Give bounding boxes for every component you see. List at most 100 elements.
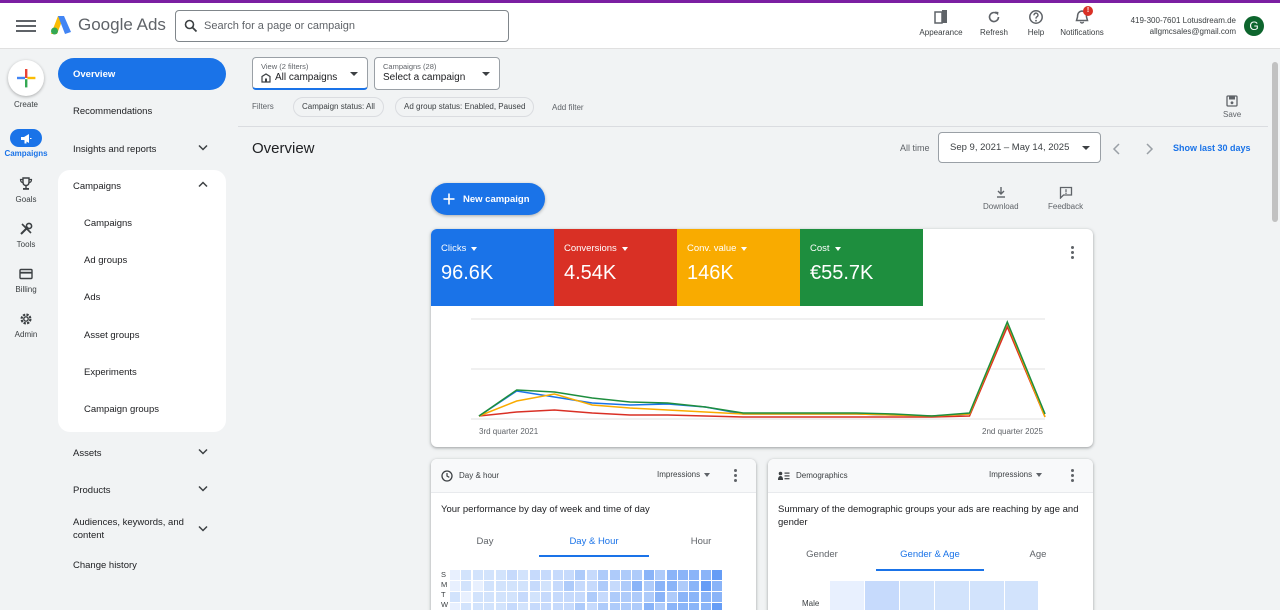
main-menu-button[interactable] (16, 17, 36, 35)
show-last-30-days-link[interactable]: Show last 30 days (1173, 143, 1251, 153)
tab-gender[interactable]: Gender (806, 549, 838, 560)
main-content: View (2 filters) All campaigns Campaigns… (238, 50, 1268, 610)
chart-more-options-button[interactable] (1065, 245, 1079, 261)
day-hour-metric-dropdown[interactable]: Impressions (657, 470, 711, 479)
sidebar-subitem-campaigns[interactable]: Campaigns (84, 218, 133, 229)
metric-cost[interactable]: Cost €55.7K (800, 229, 923, 306)
search-box[interactable] (175, 10, 509, 42)
heatmap-cell (643, 603, 654, 610)
sidebar-subitem-campaign-groups[interactable]: Campaign groups (84, 404, 159, 415)
search-icon (184, 19, 198, 33)
sidebar-subitem-asset-groups[interactable]: Asset groups (84, 330, 140, 341)
heatmap-cell (529, 581, 540, 591)
plus-icon (17, 69, 36, 88)
sidebar-item-products[interactable]: Products (58, 475, 226, 505)
account-customer-id: 419-300-7601 Lotusdream.de (1130, 16, 1236, 25)
tab-day[interactable]: Day (476, 536, 494, 547)
chevron-up-icon (198, 181, 208, 188)
next-period-button[interactable] (1144, 143, 1154, 158)
save-icon (1226, 95, 1238, 107)
dropdown-arrow-icon (621, 246, 628, 251)
rail-admin-label: Admin (14, 330, 38, 339)
building-icon (261, 72, 271, 83)
metric-conversions[interactable]: Conversions 4.54K (554, 229, 677, 306)
heatmap-cell (575, 592, 586, 602)
tab-gender-and-age[interactable]: Gender & Age (900, 549, 960, 560)
heatmap-cell (643, 581, 654, 591)
sidebar-item-audiences[interactable]: Audiences, keywords, and content (58, 512, 226, 546)
sidebar-item-assets[interactable]: Assets (58, 438, 226, 468)
feedback-button[interactable]: Feedback (1048, 186, 1083, 211)
campaign-selector[interactable]: Campaigns (28) Select a campaign (374, 57, 500, 90)
chevron-left-icon (1112, 143, 1120, 155)
heatmap-cell (700, 592, 711, 602)
heatmap-cell (575, 570, 586, 580)
day-hour-more-options-button[interactable] (728, 468, 742, 484)
demographics-metric-dropdown[interactable]: Impressions (989, 470, 1043, 479)
heatmap-cell (484, 603, 495, 610)
rail-goals[interactable]: Goals (0, 175, 52, 204)
appearance-icon (934, 10, 947, 24)
page-scrollbar-thumb[interactable] (1272, 62, 1278, 222)
tab-hour[interactable]: Hour (690, 536, 712, 547)
tab-day-and-hour[interactable]: Day & Hour (569, 536, 619, 547)
add-filter-button[interactable]: Add filter (552, 103, 584, 112)
sidebar-subitem-ads[interactable]: Ads (84, 292, 101, 303)
sidebar-item-overview[interactable]: Overview (58, 58, 226, 90)
search-input[interactable] (204, 20, 494, 32)
rail-billing[interactable]: Billing (0, 265, 52, 294)
active-tab-indicator (539, 555, 649, 557)
heatmap-cell (495, 603, 506, 610)
heatmap-cell (461, 570, 472, 580)
avatar[interactable]: G (1244, 16, 1264, 36)
sidebar-item-change-history[interactable]: Change history (58, 550, 226, 580)
account-email: allgmcsales@gmail.com (1149, 27, 1236, 36)
heatmap-cell (541, 581, 552, 591)
google-ads-logo[interactable]: Google Ads (50, 15, 166, 35)
sidebar-item-recommendations[interactable]: Recommendations (58, 96, 226, 126)
sidebar-nav: Overview Recommendations Insights and re… (52, 50, 232, 610)
top-accent-stripe (0, 0, 1280, 3)
heatmap-cell (495, 570, 506, 580)
tab-age[interactable]: Age (1029, 549, 1047, 560)
download-button[interactable]: Download (983, 186, 1019, 211)
sidebar-subitem-ad-groups[interactable]: Ad groups (84, 255, 128, 266)
metric-conv-value[interactable]: Conv. value 146K (677, 229, 800, 306)
appearance-button[interactable]: Appearance (918, 9, 964, 37)
sidebar-subitem-experiments[interactable]: Experiments (84, 367, 137, 378)
new-campaign-button[interactable]: New campaign (431, 183, 545, 215)
heatmap-cell (461, 581, 472, 591)
create-button[interactable] (8, 60, 44, 96)
metric-value: 4.54K (564, 262, 617, 284)
help-button[interactable]: Help (1023, 9, 1049, 37)
sidebar-item-label: Overview (73, 68, 116, 80)
heatmap-cell (450, 603, 460, 610)
metric-clicks[interactable]: Clicks 96.6K (431, 229, 554, 306)
previous-period-button[interactable] (1112, 143, 1122, 158)
notifications-button[interactable]: ! Notifications (1056, 6, 1108, 37)
account-info[interactable]: 419-300-7601 Lotusdream.de allgmcsales@g… (1116, 15, 1236, 37)
filter-chip-ad-group-status[interactable]: Ad group status: Enabled, Paused (395, 97, 535, 117)
date-range-picker[interactable]: Sep 9, 2021 – May 14, 2025 (938, 132, 1101, 163)
rail-create[interactable]: Create (0, 60, 52, 109)
rail-campaigns[interactable]: Campaigns (0, 129, 52, 158)
heatmap-cell (575, 581, 586, 591)
metric-label: Conversions (564, 243, 617, 254)
heatmap-cell (564, 603, 574, 610)
heatmap-cell (586, 592, 597, 602)
demographics-more-options-button[interactable] (1065, 468, 1079, 484)
heatmap-cell (461, 592, 472, 602)
sidebar-item-insights[interactable]: Insights and reports (58, 134, 226, 164)
save-button[interactable]: Save (1223, 95, 1241, 119)
x-axis-label-end: 2nd quarter 2025 (982, 427, 1043, 436)
filter-chip-campaign-status[interactable]: Campaign status: All (293, 97, 384, 117)
refresh-button[interactable]: Refresh (977, 9, 1011, 37)
view-dropdown[interactable]: View (2 filters) All campaigns (252, 57, 368, 90)
page-scrollbar[interactable] (1270, 50, 1280, 610)
heatmap-cell (598, 603, 609, 610)
demographics-card: Demographics Impressions Summary of the … (768, 459, 1093, 610)
dropdown-arrow-icon (1036, 472, 1043, 477)
rail-admin[interactable]: Admin (0, 310, 52, 339)
sidebar-item-campaigns[interactable]: Campaigns (58, 171, 226, 201)
rail-tools[interactable]: Tools (0, 220, 52, 249)
